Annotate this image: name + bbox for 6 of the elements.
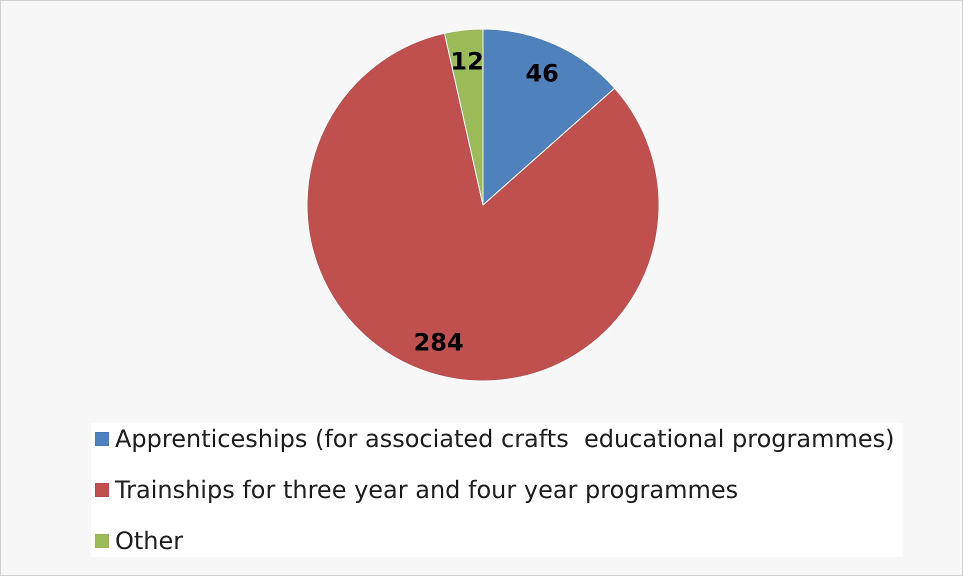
legend-label: Other xyxy=(115,527,184,555)
data-label: 284 xyxy=(414,328,464,356)
legend-label: Apprenticeships (for associated crafts educational programmes) xyxy=(115,425,895,453)
data-label: 46 xyxy=(525,59,559,88)
legend-label: Trainships for three year and four year programmes xyxy=(114,476,738,504)
data-label: 12 xyxy=(450,48,484,76)
